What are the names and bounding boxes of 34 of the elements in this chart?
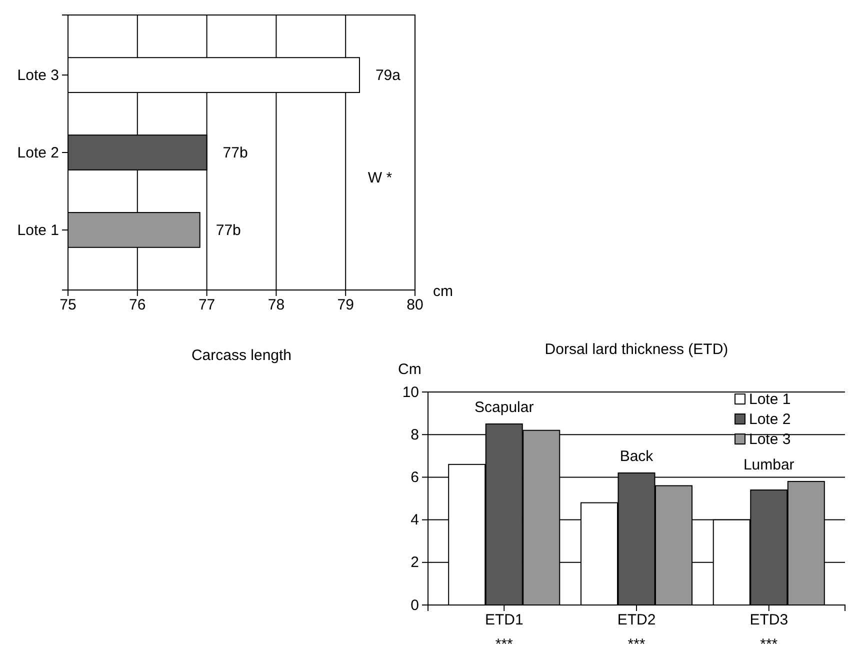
x-tick-label: 76 — [129, 296, 146, 314]
x-tick-label: 77 — [198, 296, 216, 314]
x-axis-title: cm — [433, 283, 453, 300]
text: *** — [628, 636, 646, 653]
y-tick-label: 2 — [410, 554, 419, 572]
y-tick-label: Lote 1 — [17, 222, 59, 239]
text: *** — [760, 636, 778, 653]
y-tick-label: 4 — [410, 512, 419, 529]
legend-label: Lote 1 — [749, 391, 791, 408]
data-label: 77b — [222, 144, 248, 162]
data-label: 77b — [216, 222, 241, 239]
y-tick-label: 8 — [410, 426, 419, 444]
annotation: Lumbar — [743, 456, 794, 474]
x-tick-label: 80 — [406, 296, 424, 314]
x-tick-label: ETD1 — [484, 612, 524, 629]
x-tick-label: 78 — [268, 296, 285, 314]
data-label: 79a — [375, 67, 402, 84]
chart-title: Dorsal lard thickness (ETD) — [544, 341, 728, 358]
y-tick-label: 10 — [402, 384, 419, 401]
x-tick-label: ETD3 — [750, 612, 788, 629]
annotation: Back — [620, 448, 654, 465]
text: *** — [495, 636, 514, 653]
y-tick-label: Lote 2 — [17, 144, 59, 162]
y-axis-title: Cm — [398, 361, 422, 378]
x-tick-label: 79 — [337, 296, 354, 314]
annotation: W * — [368, 170, 392, 186]
x-tick-label: 75 — [60, 296, 76, 314]
legend-label: Lote 2 — [749, 411, 791, 428]
y-tick-label: Lote 3 — [17, 66, 59, 84]
y-tick-label: 6 — [410, 469, 419, 486]
text: Carcass length — [191, 347, 292, 364]
y-tick-label: 0 — [410, 596, 419, 614]
x-tick-label: ETD2 — [617, 612, 656, 629]
annotation: Scapular — [474, 398, 534, 416]
